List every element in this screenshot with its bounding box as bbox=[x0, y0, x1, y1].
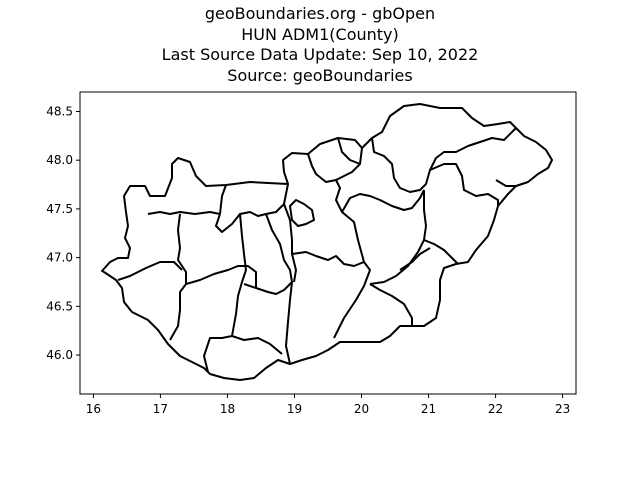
x-tick-label: 23 bbox=[555, 402, 570, 416]
y-tick-label: 48.5 bbox=[46, 104, 73, 118]
boundary-south-2 bbox=[399, 247, 431, 271]
boundary-north-4 bbox=[341, 189, 425, 213]
boundary-north-2 bbox=[335, 163, 361, 181]
y-tick-label: 47.5 bbox=[46, 202, 73, 216]
title-line-1: geoBoundaries.org - gbOpen bbox=[204, 4, 436, 23]
x-axis: 16 17 18 19 20 21 22 23 bbox=[86, 394, 570, 416]
boundary-mid-4 bbox=[203, 213, 247, 373]
boundary-north-5 bbox=[369, 190, 427, 285]
axes-frame bbox=[79, 91, 577, 395]
boundary-north-3 bbox=[371, 127, 517, 193]
boundary-east-1 bbox=[429, 163, 499, 206]
boundary-north-1 bbox=[337, 137, 363, 165]
boundary-pest-3 bbox=[307, 153, 365, 263]
boundary-mid-3 bbox=[185, 265, 257, 288]
boundary-center-1 bbox=[243, 213, 293, 295]
title-line-2: HUN ADM1(County) bbox=[241, 24, 399, 44]
x-tick-label: 16 bbox=[86, 402, 101, 416]
boundary-west-3 bbox=[117, 261, 183, 281]
boundary-pest-1 bbox=[283, 203, 297, 283]
x-tick-label: 20 bbox=[354, 402, 369, 416]
budapest-outline bbox=[289, 199, 315, 227]
boundary-pest-2 bbox=[291, 251, 371, 339]
boundary-south-1 bbox=[369, 283, 413, 326]
x-tick-label: 22 bbox=[488, 402, 503, 416]
x-tick-label: 19 bbox=[287, 402, 302, 416]
country-outline bbox=[101, 103, 553, 381]
boundary-west-4 bbox=[169, 283, 187, 341]
x-tick-label: 17 bbox=[153, 402, 168, 416]
y-tick-label: 47.0 bbox=[46, 251, 73, 265]
y-tick-label: 46.5 bbox=[46, 299, 73, 313]
boundary-center-3 bbox=[231, 335, 283, 355]
boundary-mid-2 bbox=[215, 183, 289, 233]
y-tick-label: 46.0 bbox=[46, 348, 73, 362]
boundary-west-2 bbox=[177, 213, 187, 284]
title-line-4: Source: geoBoundaries bbox=[227, 65, 413, 85]
x-tick-label: 21 bbox=[421, 402, 436, 416]
boundary-mid-1 bbox=[219, 184, 227, 215]
boundary-center-2 bbox=[285, 281, 293, 365]
boundaries-layer bbox=[101, 103, 553, 381]
boundary-west-1 bbox=[147, 211, 221, 215]
boundary-east-3 bbox=[495, 179, 516, 187]
y-axis: 46.0 46.5 47.0 47.5 48.0 48.5 bbox=[46, 104, 80, 362]
title-line-3: Last Source Data Update: Sep 10, 2022 bbox=[161, 45, 479, 64]
y-tick-label: 48.0 bbox=[46, 153, 73, 167]
map-title: geoBoundaries.org - gbOpen HUN ADM1(Coun… bbox=[0, 4, 640, 86]
boundary-east-2 bbox=[423, 239, 459, 265]
x-tick-label: 18 bbox=[220, 402, 235, 416]
